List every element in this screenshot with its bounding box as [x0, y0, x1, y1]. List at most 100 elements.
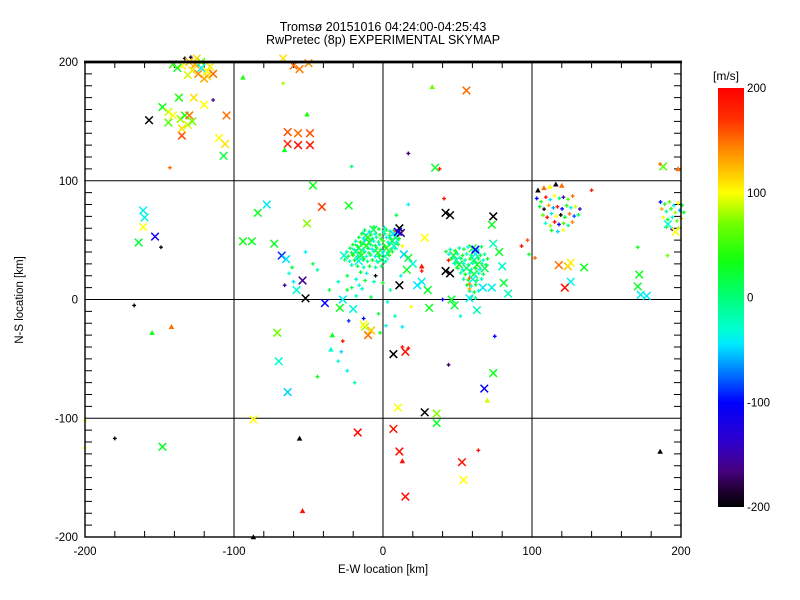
data-point-dot: [282, 283, 287, 288]
data-point-dot: [388, 247, 393, 252]
data-point-x: [445, 210, 455, 220]
data-point-x: [177, 131, 187, 140]
data-point-x: [503, 289, 513, 298]
data-point-dot: [377, 233, 382, 237]
data-point-dot: [353, 239, 358, 244]
data-point-dot: [373, 273, 378, 278]
data-point-dot: [373, 254, 378, 259]
data-point-x: [144, 115, 154, 125]
data-point-x: [189, 93, 199, 102]
data-point-dot: [386, 240, 390, 245]
x-axis-title: E-W location [km]: [338, 564, 428, 576]
data-point-dot: [484, 262, 488, 267]
data-point-dot: [327, 288, 332, 292]
data-point-dot: [378, 330, 382, 335]
data-point-dot: [373, 232, 378, 236]
data-point-dot: [363, 278, 368, 283]
data-point-dot: [400, 244, 405, 248]
data-point-dot: [168, 165, 172, 170]
data-point-dot: [352, 380, 357, 385]
data-point-dot: [485, 256, 490, 261]
data-point-dot: [367, 264, 372, 269]
data-point-dot: [667, 199, 672, 204]
data-point-dot: [369, 295, 373, 300]
data-point-dot: [365, 259, 370, 264]
x-tick-label: -100: [222, 546, 245, 558]
data-point-x: [344, 201, 354, 211]
data-point-x: [168, 111, 178, 120]
data-point-dot: [345, 273, 350, 278]
x-tick-label: 200: [671, 546, 690, 558]
y-tick-label: 200: [59, 57, 78, 69]
data-point-x: [441, 208, 450, 218]
data-point-dot: [449, 256, 454, 261]
data-point-dot: [371, 239, 376, 243]
data-point-dot: [476, 448, 481, 453]
data-point-x: [302, 219, 312, 228]
data-point-dot: [409, 304, 414, 309]
data-point-x: [253, 208, 263, 218]
data-point-dot: [533, 256, 537, 260]
data-point-x: [283, 127, 292, 137]
data-point-dot: [381, 239, 386, 243]
data-point-x: [488, 368, 498, 378]
data-point-triangle: [281, 147, 288, 153]
data-point-dot: [303, 250, 308, 254]
data-point-x: [499, 278, 509, 288]
data-point-x: [459, 475, 468, 485]
data-point-dot: [671, 203, 676, 208]
data-point-dot: [352, 258, 357, 263]
data-point-x: [465, 293, 474, 303]
data-point-dot: [112, 436, 117, 441]
data-point-x: [401, 347, 410, 357]
data-point-x: [305, 128, 315, 138]
data-point-x: [487, 220, 497, 230]
data-point-x: [283, 387, 292, 397]
data-point-x: [393, 227, 403, 237]
data-point-dot: [525, 238, 530, 243]
data-point-dot: [396, 242, 401, 247]
data-point-x: [295, 64, 304, 74]
data-point-x: [338, 295, 348, 304]
data-point-x: [238, 236, 248, 246]
data-point-dot: [377, 242, 382, 247]
data-point-dot: [360, 286, 365, 291]
plot-frame: [84, 60, 682, 538]
data-point-dot: [549, 228, 554, 233]
data-point-x: [393, 403, 403, 412]
data-point-dot: [400, 324, 405, 329]
data-point-x: [663, 219, 673, 229]
data-point-dot: [478, 253, 483, 258]
data-point-x: [462, 86, 471, 95]
data-point-dot: [458, 271, 463, 275]
data-point-dot: [354, 277, 359, 282]
data-point-x: [247, 236, 257, 246]
data-point-triangle: [535, 187, 541, 193]
data-point-x: [174, 93, 184, 102]
data-point-x: [199, 74, 209, 83]
data-point-x: [366, 326, 376, 335]
axis-tick-labels: -200 -100 0 100 200 -200 -100 0 100 200: [55, 57, 691, 558]
data-point-x: [158, 442, 167, 452]
colorbar-units-label: [m/s]: [713, 69, 739, 83]
data-point-x: [292, 285, 301, 295]
data-point-dot: [548, 197, 553, 202]
data-point-dot: [540, 213, 545, 217]
data-point-dot: [566, 197, 570, 202]
data-point-dot: [464, 283, 469, 288]
data-point-x: [447, 295, 456, 304]
data-point-x: [401, 492, 410, 501]
data-point-dot: [159, 245, 163, 250]
data-point-x: [274, 356, 284, 366]
data-point-dot: [349, 285, 354, 290]
data-point-dot: [188, 55, 193, 60]
data-point-dot: [348, 246, 352, 251]
data-point-dot: [661, 215, 666, 220]
data-point-dot: [564, 203, 569, 208]
data-point-dot: [384, 228, 389, 232]
data-point-triangle: [328, 346, 334, 352]
data-point-x: [432, 409, 441, 418]
data-point-dot: [377, 253, 382, 258]
